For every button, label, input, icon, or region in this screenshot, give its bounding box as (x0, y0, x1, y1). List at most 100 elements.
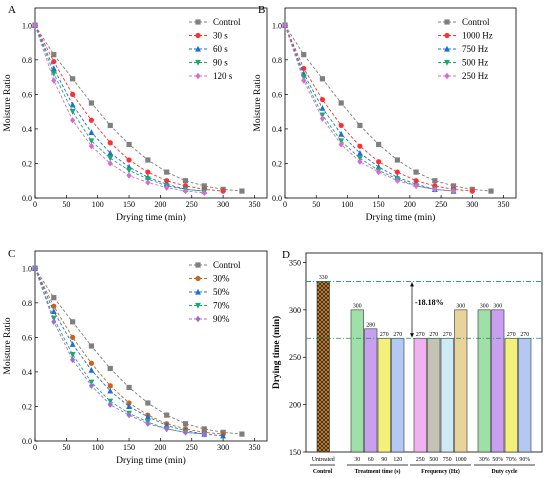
y-tick-label: 0.6 (22, 333, 32, 342)
x-tick-label: 70% (506, 457, 517, 463)
data-point (239, 188, 245, 194)
data-point (338, 130, 345, 137)
data-point (182, 421, 189, 427)
data-point (201, 426, 207, 432)
data-point (32, 265, 38, 272)
panel-letter: C (8, 248, 15, 260)
data-point (319, 76, 326, 82)
x-tick-label: 120 (393, 457, 402, 463)
bar-12: 270 90% (518, 332, 532, 463)
panel-c: 0 50 100 150 200 250 300 350 0.0 0.2 0.4 0.6 0.8 1.0 D… (3, 250, 268, 466)
data-point (88, 360, 95, 366)
x-tick-label: 1000 (455, 457, 467, 463)
legend-marker (195, 72, 201, 80)
y-tick-label: 200 (289, 401, 301, 410)
bar-11: 270 70% (504, 332, 518, 463)
data-point (376, 168, 382, 176)
series-line (284, 25, 492, 192)
legend-label: 30 s (213, 31, 228, 41)
data-point (88, 366, 95, 373)
y-tick-label: 0.0 (22, 437, 32, 446)
data-point (107, 122, 113, 129)
legend-entry: 90 s (189, 58, 228, 68)
x-tick-label: 200 (154, 200, 166, 209)
data-point (88, 382, 95, 389)
series-line (34, 25, 205, 194)
data-point (201, 430, 207, 438)
group-label: Frequency (Hz) (421, 468, 460, 475)
data-point (107, 155, 114, 162)
data-point (182, 187, 189, 195)
bar (413, 337, 427, 453)
x-tick-label: 150 (123, 443, 135, 452)
data-point (126, 400, 132, 406)
y-tick-label: 0.2 (22, 159, 32, 168)
data-point (107, 140, 113, 146)
data-point (357, 149, 363, 156)
group-label: Treatment time (s) (355, 468, 401, 475)
data-point (488, 188, 494, 194)
data-point (413, 178, 419, 184)
y-tick-label: 0.8 (272, 56, 282, 65)
panel-a: 0 50 100 150 200 250 300 350 0.0 0.2 0.4 0.6 0.8 1.0 D… (3, 7, 268, 223)
x-tick-label: 350 (248, 443, 260, 452)
plot-frame (34, 250, 268, 442)
y-tick-label: 300 (289, 306, 301, 315)
series-4 (282, 22, 457, 195)
data-point (301, 52, 307, 58)
x-tick-label: 300 (466, 200, 478, 209)
bar-10: 300 50% (491, 303, 505, 463)
data-point (70, 76, 76, 82)
y-tick-label: 0.0 (22, 194, 32, 203)
series-line (284, 25, 454, 192)
data-point (394, 169, 400, 175)
data-point (145, 420, 151, 427)
bar-2: 280 60 (364, 322, 378, 463)
bar-8: 300 1000 (454, 303, 468, 463)
x-tick-label: 150 (373, 200, 385, 209)
x-tick-label: 250 (416, 457, 425, 463)
x-tick-label: 30 (354, 457, 360, 463)
series-4 (32, 265, 207, 438)
bar (440, 337, 454, 453)
data-point (70, 91, 76, 97)
panel-letter: B (258, 4, 265, 16)
x-tick-label: 350 (498, 200, 510, 209)
legend-marker (195, 59, 201, 66)
data-point (319, 96, 326, 103)
legend-label: 750 Hz (462, 44, 488, 54)
data-point (413, 182, 419, 190)
bar-value-label: 300 (456, 303, 465, 309)
legend-entry: 120 s (189, 71, 233, 81)
y-tick-label: 1.0 (272, 21, 282, 30)
data-point (338, 141, 344, 148)
x-tick-label: 350 (248, 200, 260, 209)
y-tick-label: 350 (289, 258, 301, 267)
data-point (107, 160, 113, 167)
bar (491, 309, 505, 453)
series-2 (282, 22, 457, 194)
bar-value-label: 270 (520, 332, 529, 338)
plot-frame (34, 7, 268, 199)
x-tick-label: 200 (404, 200, 416, 209)
bar-value-label: 300 (353, 303, 362, 309)
bar (364, 328, 378, 453)
bar-3: 270 90 (377, 332, 391, 463)
panel-d: 150 200 250 300 350 Drying time (min) 330 Untre… (271, 252, 543, 475)
y-axis-label: Drying time (min) (271, 316, 282, 389)
data-point (182, 429, 189, 436)
y-axis-label: Moisture Ratio (3, 74, 13, 132)
bar-value-label: 270 (416, 332, 425, 338)
data-point (51, 295, 57, 301)
panel-letter: D (282, 249, 290, 261)
y-tick-label: 1.0 (22, 264, 32, 273)
data-point (107, 383, 113, 389)
y-axis-label: Moisture Ratio (3, 317, 13, 375)
x-tick-label: 150 (123, 200, 135, 209)
data-point (164, 425, 170, 433)
legend-entry: Control (189, 17, 241, 27)
bar (518, 337, 532, 453)
data-point (70, 356, 76, 364)
data-point (319, 115, 326, 122)
data-point (338, 100, 344, 106)
